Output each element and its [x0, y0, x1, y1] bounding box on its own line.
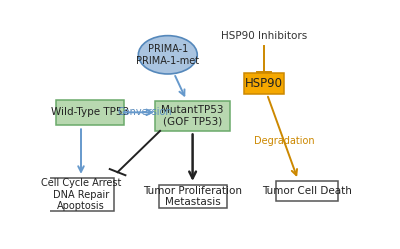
- Text: HSP90: HSP90: [245, 77, 283, 90]
- Ellipse shape: [138, 36, 197, 74]
- FancyBboxPatch shape: [48, 179, 114, 211]
- FancyBboxPatch shape: [155, 101, 230, 131]
- FancyBboxPatch shape: [244, 73, 284, 94]
- Text: Tumor Cell Death: Tumor Cell Death: [262, 186, 352, 196]
- FancyBboxPatch shape: [158, 185, 227, 208]
- Text: Cell Cycle Arrest
DNA Repair
Apoptosis: Cell Cycle Arrest DNA Repair Apoptosis: [41, 178, 121, 211]
- Text: HSP90 Inhibitors: HSP90 Inhibitors: [221, 31, 307, 41]
- FancyBboxPatch shape: [276, 181, 338, 200]
- Text: Wild-Type TP53: Wild-Type TP53: [51, 107, 129, 117]
- Text: PRIMA-1
PRIMA-1-met: PRIMA-1 PRIMA-1-met: [136, 44, 199, 65]
- Text: Degradation: Degradation: [254, 136, 314, 146]
- Text: MutantTP53
(GOF TP53): MutantTP53 (GOF TP53): [161, 105, 224, 127]
- Text: Conversion: Conversion: [117, 107, 172, 117]
- Text: Tumor Proliferation
Metastasis: Tumor Proliferation Metastasis: [143, 186, 242, 207]
- FancyBboxPatch shape: [56, 100, 124, 125]
